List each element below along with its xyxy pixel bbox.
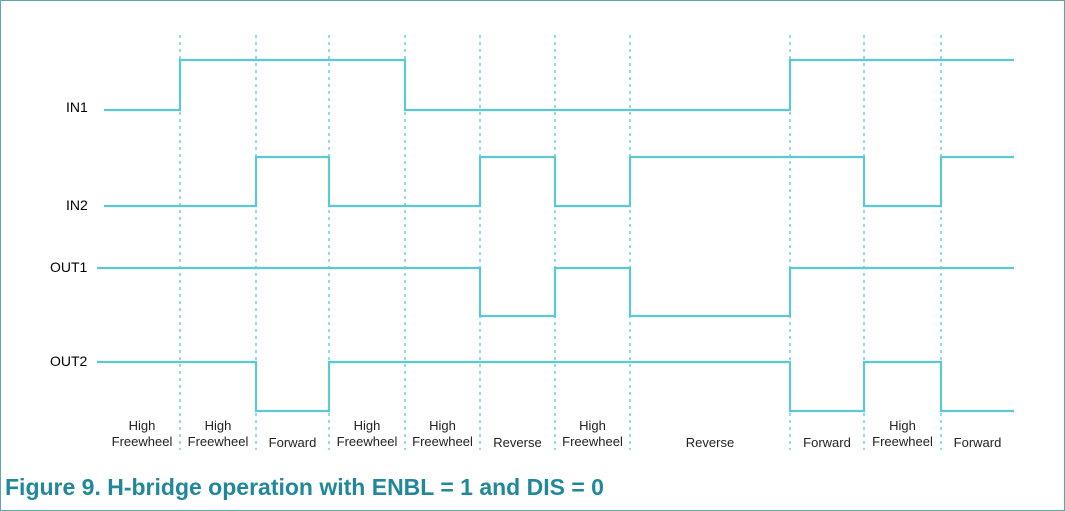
signal-label-in1: IN1 [66,99,88,115]
signal-label-out2: OUT2 [50,353,88,369]
waveform-out1 [97,266,1014,318]
phase-label-line2: Freewheel [337,434,398,449]
phase-label-line2: Freewheel [412,434,473,449]
phase-label-line2: Freewheel [562,434,623,449]
figure-caption: Figure 9. H-bridge operation with ENBL =… [5,474,604,500]
phase-label: Reverse [493,435,541,450]
phase-label-line1: High [205,418,232,433]
phase-label-line1: High [354,418,381,433]
waveform-in2 [104,155,1014,208]
phase-label-line2: Freewheel [188,434,249,449]
waveform-in1 [104,58,1014,112]
phase-label-line1: High [579,418,606,433]
phase-label-line2: Reverse [493,435,541,450]
phase-label-line2: Freewheel [112,434,173,449]
phase-label-line1: High [889,418,916,433]
phase-label-line1: High [129,418,156,433]
signal-label-out1: OUT1 [50,259,88,275]
signal-waveforms [97,58,1014,413]
phase-label-line2: Forward [954,435,1002,450]
phase-label: Forward [269,435,317,450]
phase-label: Forward [803,435,851,450]
phase-label-line2: Freewheel [872,434,933,449]
signal-label-in2: IN2 [66,197,88,213]
waveform-out2 [97,360,1014,413]
phase-label-line2: Forward [269,435,317,450]
phase-label: Reverse [686,435,734,450]
signal-labels: IN1 IN2 OUT1 OUT2 [50,99,88,369]
phase-dividers [179,35,942,450]
phase-label-line2: Reverse [686,435,734,450]
phase-label-line1: High [429,418,456,433]
phase-label: Forward [954,435,1002,450]
phase-label-line2: Forward [803,435,851,450]
